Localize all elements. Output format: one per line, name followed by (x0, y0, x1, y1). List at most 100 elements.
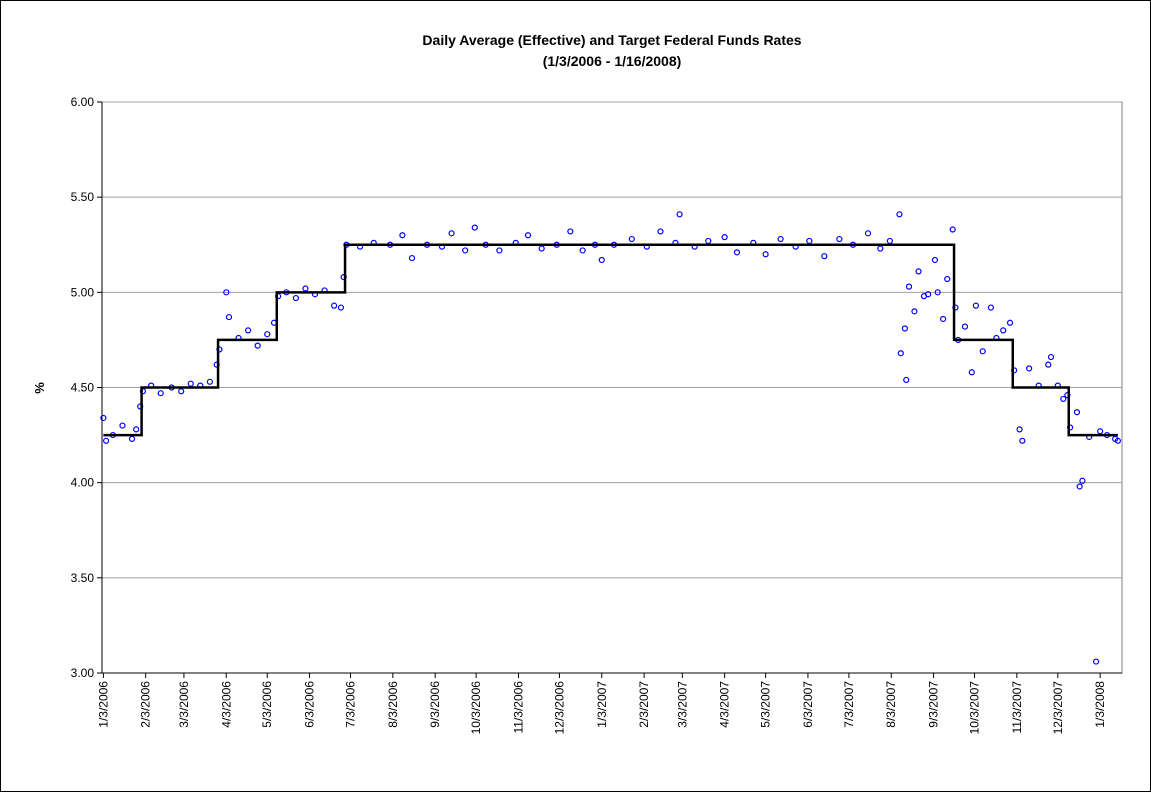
data-point (657, 228, 664, 235)
data-point (777, 235, 784, 243)
data-point (940, 315, 947, 323)
data-point (972, 302, 979, 309)
x-tick-label: 6/3/2006 (303, 681, 317, 728)
data-point (1016, 426, 1023, 433)
x-tick-label: 2/3/2006 (139, 681, 153, 728)
data-point (733, 249, 741, 256)
x-tick-label: 10/3/2007 (968, 681, 982, 735)
y-tick-label: 5.00 (71, 285, 95, 299)
data-point (462, 247, 469, 254)
data-point (100, 414, 107, 422)
data-point (944, 275, 951, 283)
y-tick-label: 3.00 (71, 666, 95, 680)
data-point (1019, 437, 1026, 444)
data-point (331, 302, 338, 309)
data-point (245, 327, 252, 334)
data-point (628, 235, 635, 243)
y-tick-label: 6.00 (71, 95, 95, 109)
x-tick-label: 8/3/2006 (386, 681, 400, 728)
data-point (897, 350, 904, 357)
y-tick-label: 3.50 (71, 571, 95, 585)
data-point (721, 234, 728, 241)
data-point (223, 289, 230, 296)
data-point (886, 237, 893, 245)
data-point (864, 230, 872, 237)
data-point (905, 283, 913, 290)
x-tick-label: 11/3/2006 (511, 681, 525, 734)
data-point (1114, 437, 1122, 444)
data-point (1006, 319, 1014, 326)
data-point (399, 232, 406, 239)
data-point (1047, 353, 1055, 361)
data-point (579, 247, 586, 254)
x-tick-label: 9/3/2006 (428, 681, 442, 728)
data-point (903, 376, 910, 383)
chart-subtitle: (1/3/2006 - 1/16/2008) (543, 53, 682, 69)
y-tick-label: 5.50 (71, 190, 95, 204)
x-tick-label: 3/3/2007 (675, 681, 689, 728)
data-point (762, 251, 769, 258)
y-tick-label: 4.50 (71, 381, 95, 395)
x-tick-label: 4/3/2007 (718, 681, 732, 728)
data-point (987, 304, 995, 311)
x-tick-label: 3/3/2006 (177, 681, 191, 728)
data-point (157, 390, 164, 397)
data-point (1076, 483, 1083, 490)
data-point (961, 323, 969, 330)
data-point (1060, 395, 1067, 403)
x-tick-label: 1/3/2008 (1093, 681, 1107, 728)
data-point (896, 211, 903, 218)
data-point (225, 313, 233, 321)
data-point (187, 380, 194, 387)
data-point (496, 247, 503, 254)
data-point (471, 224, 478, 231)
data-point (102, 437, 110, 444)
data-point (302, 285, 309, 292)
x-tick-label: 5/3/2006 (260, 681, 274, 728)
data-point (915, 268, 922, 275)
data-point (538, 245, 545, 252)
x-tick-label: 1/3/2006 (96, 681, 110, 728)
data-point (821, 253, 828, 260)
data-point (925, 291, 932, 298)
data-point (877, 245, 884, 252)
data-point (178, 388, 185, 395)
y-axis-label: % (32, 382, 47, 394)
data-point (911, 308, 918, 315)
data-point (133, 426, 140, 433)
data-point (598, 256, 605, 264)
data-point (1092, 658, 1100, 665)
data-point (1026, 365, 1033, 372)
data-point (931, 256, 939, 264)
x-tick-label: 12/3/2006 (552, 681, 566, 735)
data-point (567, 228, 574, 235)
data-point (1045, 361, 1052, 368)
x-tick-label: 8/3/2007 (884, 681, 898, 728)
x-tick-label: 11/3/2007 (1010, 681, 1024, 734)
x-tick-label: 6/3/2007 (801, 681, 815, 728)
data-point (901, 325, 908, 332)
data-point (979, 348, 986, 355)
x-tick-label: 4/3/2006 (219, 681, 233, 728)
data-point (806, 237, 813, 245)
data-point (264, 331, 271, 338)
data-point (836, 235, 843, 243)
data-point (1097, 428, 1104, 435)
x-tick-label: 2/3/2007 (637, 681, 651, 728)
data-point (949, 226, 956, 233)
y-tick-label: 4.00 (71, 476, 95, 490)
data-point (934, 289, 941, 296)
data-point (206, 378, 213, 385)
x-tick-label: 7/3/2007 (842, 681, 856, 728)
data-point (1000, 327, 1007, 334)
data-point (1073, 409, 1081, 416)
data-point (705, 237, 712, 245)
x-tick-label: 7/3/2006 (344, 681, 358, 728)
x-tick-label: 1/3/2007 (595, 681, 609, 728)
x-tick-label: 12/3/2007 (1051, 681, 1065, 735)
x-tick-label: 5/3/2007 (759, 681, 773, 728)
target-line (103, 243, 1118, 437)
data-point (968, 369, 975, 376)
data-point (1079, 477, 1086, 484)
